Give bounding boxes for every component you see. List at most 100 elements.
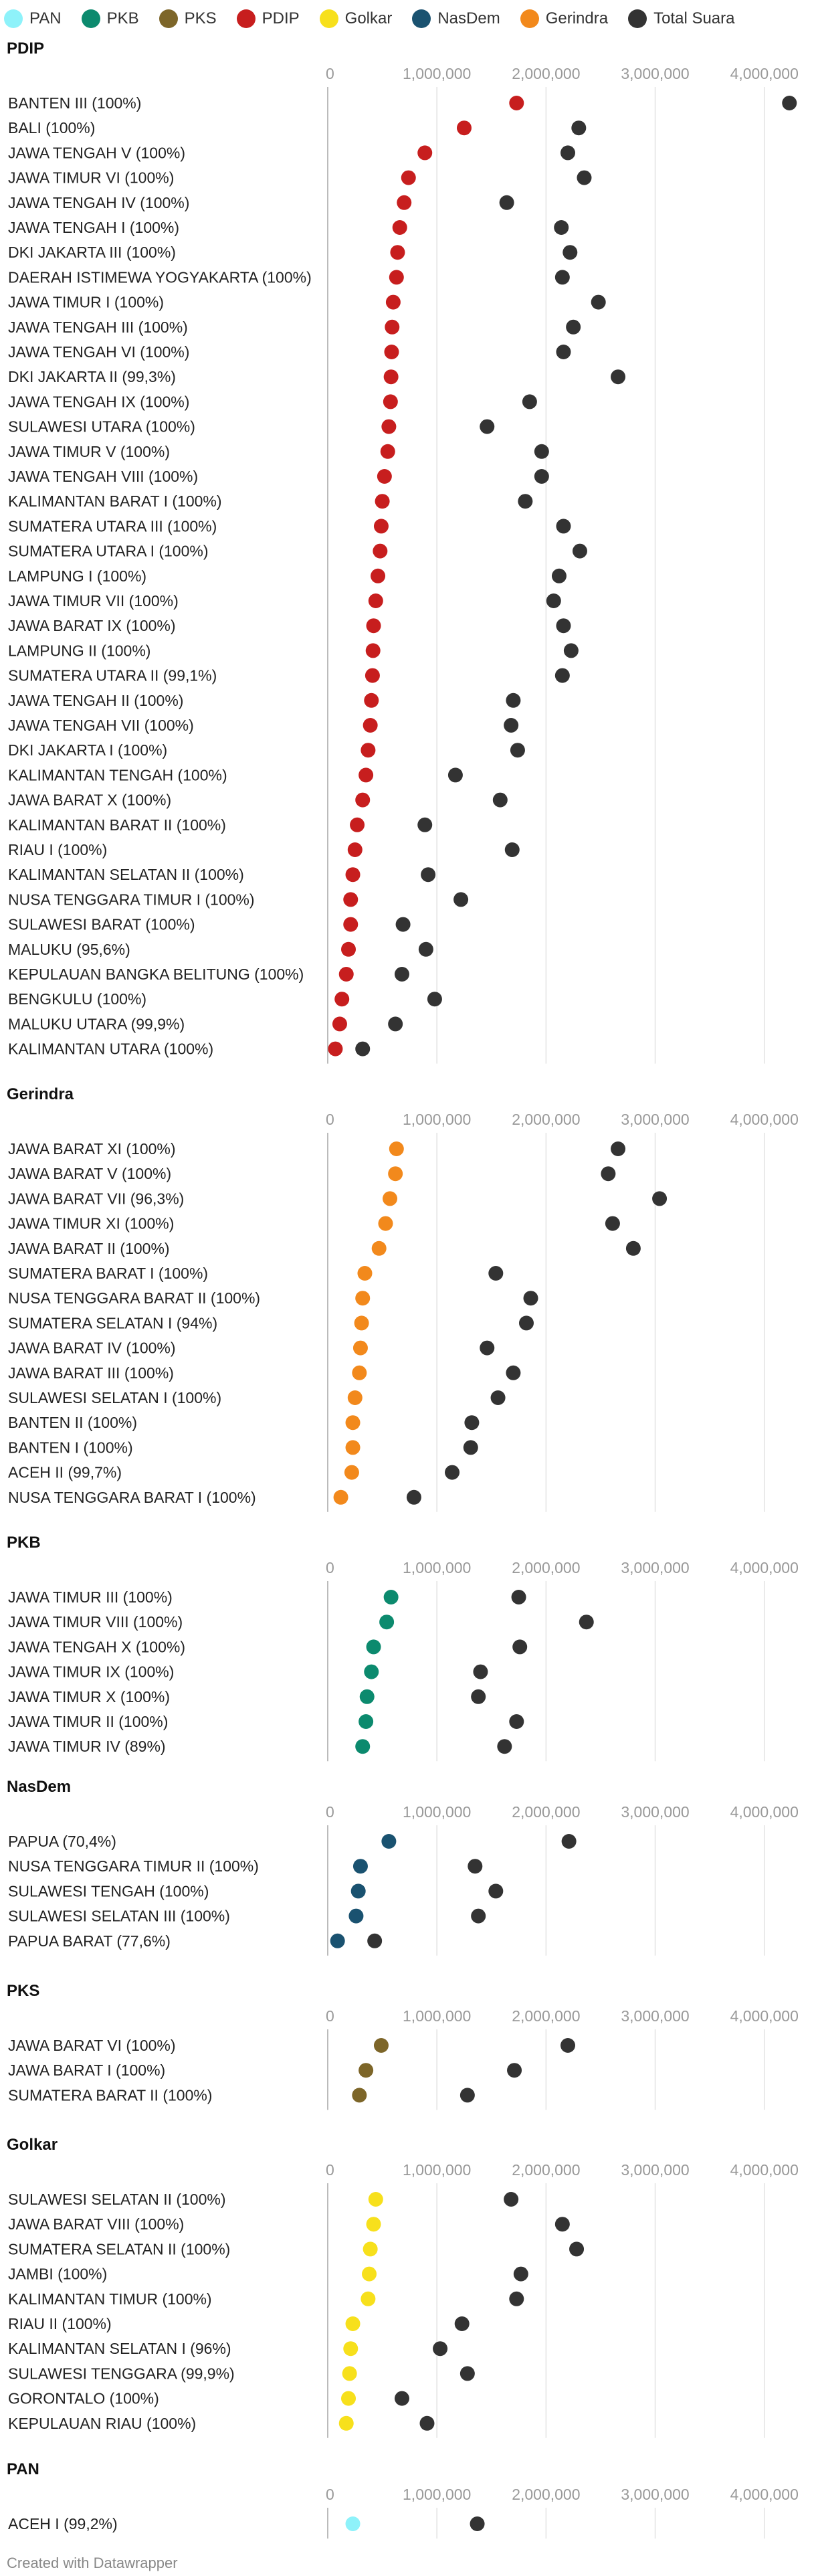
total-dot	[510, 743, 525, 758]
total-dot	[447, 767, 463, 783]
row-label: JAWA TENGAH II (100%)	[8, 692, 183, 709]
total-dot	[611, 369, 626, 385]
x-tick-label: 3,000,000	[621, 1111, 689, 1128]
party-dot	[365, 643, 381, 658]
row-label: MALUKU UTARA (99,9%)	[8, 1015, 185, 1032]
total-dot	[554, 220, 569, 235]
x-tick-label: 3,000,000	[621, 2007, 689, 2025]
row-label: KEPULAUAN BANGKA BELITUNG (100%)	[8, 965, 304, 983]
x-tick-label: 3,000,000	[621, 2161, 689, 2179]
row-label: JAWA BARAT X (100%)	[8, 792, 171, 809]
row-label: JAWA TIMUR X (100%)	[8, 1688, 170, 1706]
total-dot	[782, 96, 797, 110]
x-tick-label: 4,000,000	[730, 1803, 799, 1821]
panel-title: PKS	[7, 1982, 39, 2000]
total-dot	[419, 2415, 435, 2431]
panel-title: NasDem	[7, 1778, 71, 1796]
total-dot	[611, 1141, 626, 1156]
total-dot	[488, 1883, 504, 1899]
row-label: JAWA TIMUR V (100%)	[8, 443, 170, 460]
legend-item-pks: PKS	[159, 9, 217, 28]
legend-item-golkar: Golkar	[319, 9, 393, 28]
total-dot	[355, 1041, 371, 1056]
party-dot	[375, 494, 390, 509]
legend-swatch	[159, 9, 178, 28]
total-dot	[445, 1465, 460, 1480]
row-label: JAWA TENGAH IX (100%)	[8, 393, 189, 410]
party-dot	[357, 1266, 373, 1281]
legend-swatch	[520, 9, 539, 28]
total-dot	[367, 1933, 383, 1948]
x-tick-label: 2,000,000	[512, 2007, 580, 2025]
row-label: SULAWESI SELATAN III (100%)	[8, 1908, 230, 1925]
x-tick-label: 4,000,000	[730, 65, 799, 82]
row-label: PAPUA (70,4%)	[8, 1833, 116, 1850]
row-label: JAWA BARAT VI (100%)	[8, 2037, 176, 2054]
total-dot	[504, 718, 519, 733]
row-label: JAWA BARAT IV (100%)	[8, 1340, 176, 1357]
credit-text: Created with Datawrapper	[7, 2555, 178, 2571]
row-label: JAWA TIMUR IX (100%)	[8, 1663, 174, 1681]
total-dot	[395, 917, 411, 932]
row-label: JAWA TIMUR IV (89%)	[8, 1738, 166, 1755]
party-dot	[389, 1141, 404, 1156]
total-dot	[463, 1440, 478, 1455]
x-tick-label: 4,000,000	[730, 1111, 799, 1128]
x-tick-label: 0	[326, 65, 334, 82]
row-label: SULAWESI SELATAN II (100%)	[8, 2191, 226, 2208]
party-dot	[359, 767, 374, 783]
row-label: JAWA TIMUR III (100%)	[8, 1588, 173, 1606]
party-dot	[341, 941, 356, 957]
party-dot	[354, 1315, 369, 1331]
legend: PAN PKB PKS PDIP Golkar NasDem Gerindra Total S…	[4, 5, 754, 32]
party-dot	[363, 2241, 378, 2257]
row-label: JAWA TENGAH IV (100%)	[8, 194, 189, 211]
panel-title: Golkar	[7, 2136, 58, 2154]
party-dot	[361, 743, 376, 758]
total-dot	[569, 2241, 585, 2257]
row-label: PAPUA BARAT (77,6%)	[8, 1932, 171, 1950]
legend-swatch	[236, 9, 256, 28]
total-dot	[504, 2192, 519, 2207]
legend-item-total-suara: Total Suara	[628, 9, 734, 28]
row-label: ACEH I (99,2%)	[8, 2515, 118, 2533]
party-dot	[350, 1883, 366, 1899]
row-label: JAWA TENGAH X (100%)	[8, 1638, 185, 1655]
row-label: SUMATERA BARAT I (100%)	[8, 1265, 208, 1282]
party-dot	[332, 1016, 347, 1032]
row-label: JAWA TIMUR XI (100%)	[8, 1215, 174, 1232]
party-dot	[381, 1834, 397, 1849]
x-tick-label: 3,000,000	[621, 1803, 689, 1821]
row-label: SUMATERA UTARA I (100%)	[8, 543, 209, 560]
total-dot	[418, 941, 433, 957]
total-dot	[601, 1166, 616, 1182]
legend-label: Golkar	[344, 9, 393, 27]
total-dot	[579, 1615, 594, 1630]
total-dot	[513, 2266, 528, 2282]
panel-title: PKB	[7, 1534, 41, 1552]
total-dot	[509, 1714, 524, 1729]
party-dot	[342, 2366, 357, 2381]
party-dot	[366, 618, 381, 634]
total-dot	[497, 1739, 512, 1754]
total-dot	[506, 1365, 521, 1380]
total-dot	[394, 967, 409, 982]
x-tick-label: 1,000,000	[403, 1111, 471, 1128]
total-dot	[406, 1489, 421, 1505]
total-dot	[554, 668, 570, 683]
total-dot	[556, 618, 571, 634]
party-dot	[343, 2341, 359, 2357]
total-dot	[560, 145, 575, 161]
party-dot	[348, 1908, 364, 1924]
party-dot	[347, 1390, 363, 1405]
party-dot	[364, 693, 379, 708]
row-label: JAWA TENGAH III (100%)	[8, 318, 188, 336]
total-dot	[470, 2516, 485, 2531]
party-dot	[389, 270, 404, 285]
panel-title: PDIP	[7, 39, 44, 58]
total-dot	[563, 643, 579, 658]
row-label: JAWA TENGAH VI (100%)	[8, 343, 189, 361]
row-label: KALIMANTAN SELATAN II (100%)	[8, 866, 244, 883]
x-tick-label: 0	[326, 1803, 334, 1821]
total-dot	[488, 1266, 504, 1281]
